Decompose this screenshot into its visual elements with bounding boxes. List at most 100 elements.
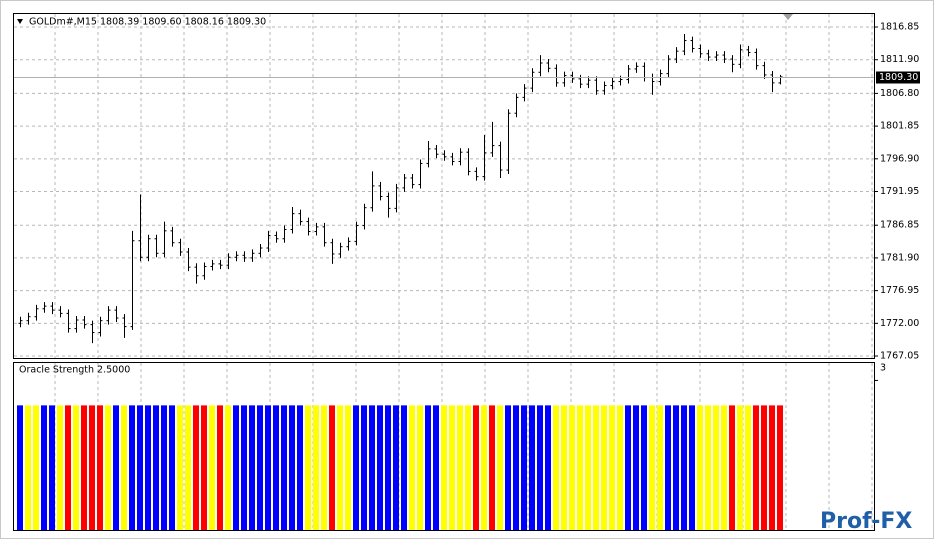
strength-bar (57, 405, 63, 530)
strength-bar (33, 405, 39, 530)
strength-bar (49, 405, 55, 530)
strength-bar (425, 405, 431, 530)
y-tick-label: 1801.85 (880, 121, 919, 132)
strength-bar (65, 405, 71, 530)
strength-bar (569, 405, 575, 530)
strength-bar (681, 405, 687, 530)
shift-marker (783, 14, 793, 20)
strength-bar (721, 405, 727, 530)
strength-bar (193, 405, 199, 530)
strength-bar (185, 405, 191, 530)
current-price-label: 1809.30 (879, 72, 918, 83)
strength-bar (177, 405, 183, 530)
strength-bar (641, 405, 647, 530)
strength-bar (673, 405, 679, 530)
strength-bar (265, 405, 271, 530)
strength-bar (73, 405, 79, 530)
strength-bar (753, 405, 759, 530)
strength-bar (385, 405, 391, 530)
strength-bar (505, 405, 511, 530)
y-tick-label: 1781.90 (880, 252, 919, 263)
strength-bar (625, 405, 631, 530)
strength-bar (529, 405, 535, 530)
strength-bar (273, 405, 279, 530)
strength-bar (169, 405, 175, 530)
strength-bar (153, 405, 159, 530)
strength-bar (561, 405, 567, 530)
strength-bar (345, 405, 351, 530)
strength-bar (729, 405, 735, 530)
strength-bar (217, 405, 223, 530)
strength-bar (249, 405, 255, 530)
strength-bar (657, 405, 663, 530)
strength-bar (121, 405, 127, 530)
y-tick-label: 1816.85 (880, 22, 919, 33)
strength-bar (201, 405, 207, 530)
strength-bar (17, 405, 23, 530)
strength-bar (689, 405, 695, 530)
strength-bar (137, 405, 143, 530)
strength-bar (473, 405, 479, 530)
y-tick-label: 1796.90 (880, 153, 919, 164)
strength-bar (409, 405, 415, 530)
strength-bar (449, 405, 455, 530)
strength-bar (393, 405, 399, 530)
strength-bar (305, 405, 311, 530)
y-tick-label: 1786.85 (880, 220, 919, 231)
strength-bar (241, 405, 247, 530)
strength-bar (313, 405, 319, 530)
y-tick-label: 3 (880, 363, 886, 374)
strength-bar (465, 405, 471, 530)
strength-bar (441, 405, 447, 530)
strength-bar (577, 405, 583, 530)
strength-bar (129, 405, 135, 530)
strength-bar (377, 405, 383, 530)
strength-bar (593, 405, 599, 530)
strength-bar (665, 405, 671, 530)
strength-bar (353, 405, 359, 530)
watermark: Prof-FX (820, 509, 912, 534)
strength-bar (705, 405, 711, 530)
strength-bar (289, 405, 295, 530)
strength-bar (617, 405, 623, 530)
strength-bar (777, 405, 783, 530)
strength-bar (281, 405, 287, 530)
strength-bar (417, 405, 423, 530)
chart-title: GOLDm#,M15 1808.39 1809.60 1808.16 1809.… (29, 17, 266, 28)
strength-bar (457, 405, 463, 530)
strength-bar (89, 405, 95, 530)
strength-bar (41, 405, 47, 530)
strength-bar (361, 405, 367, 530)
strength-bar (209, 405, 215, 530)
strength-bar (433, 405, 439, 530)
strength-bar (537, 405, 543, 530)
strength-bar (489, 405, 495, 530)
strength-bar (233, 405, 239, 530)
strength-bar (81, 405, 87, 530)
strength-bar (25, 405, 31, 530)
menu-triangle (17, 19, 23, 24)
strength-bar (609, 405, 615, 530)
strength-bar (297, 405, 303, 530)
strength-bar (553, 405, 559, 530)
strength-bar (257, 405, 263, 530)
strength-bar (369, 405, 375, 530)
strength-bar (225, 405, 231, 530)
strength-bar (713, 405, 719, 530)
strength-bar (321, 405, 327, 530)
y-tick-label: 1776.95 (880, 285, 919, 296)
strength-bar (161, 405, 167, 530)
strength-bar (737, 405, 743, 530)
strength-bar (769, 405, 775, 530)
strength-bar (337, 405, 343, 530)
y-tick-label: 1772.00 (880, 318, 919, 329)
strength-bar (481, 405, 487, 530)
strength-bar (649, 405, 655, 530)
strength-bar (745, 405, 751, 530)
y-tick-label: 1806.80 (880, 88, 919, 99)
strength-bar (585, 405, 591, 530)
strength-bar (145, 405, 151, 530)
strength-bar (329, 405, 335, 530)
strength-bar (761, 405, 767, 530)
